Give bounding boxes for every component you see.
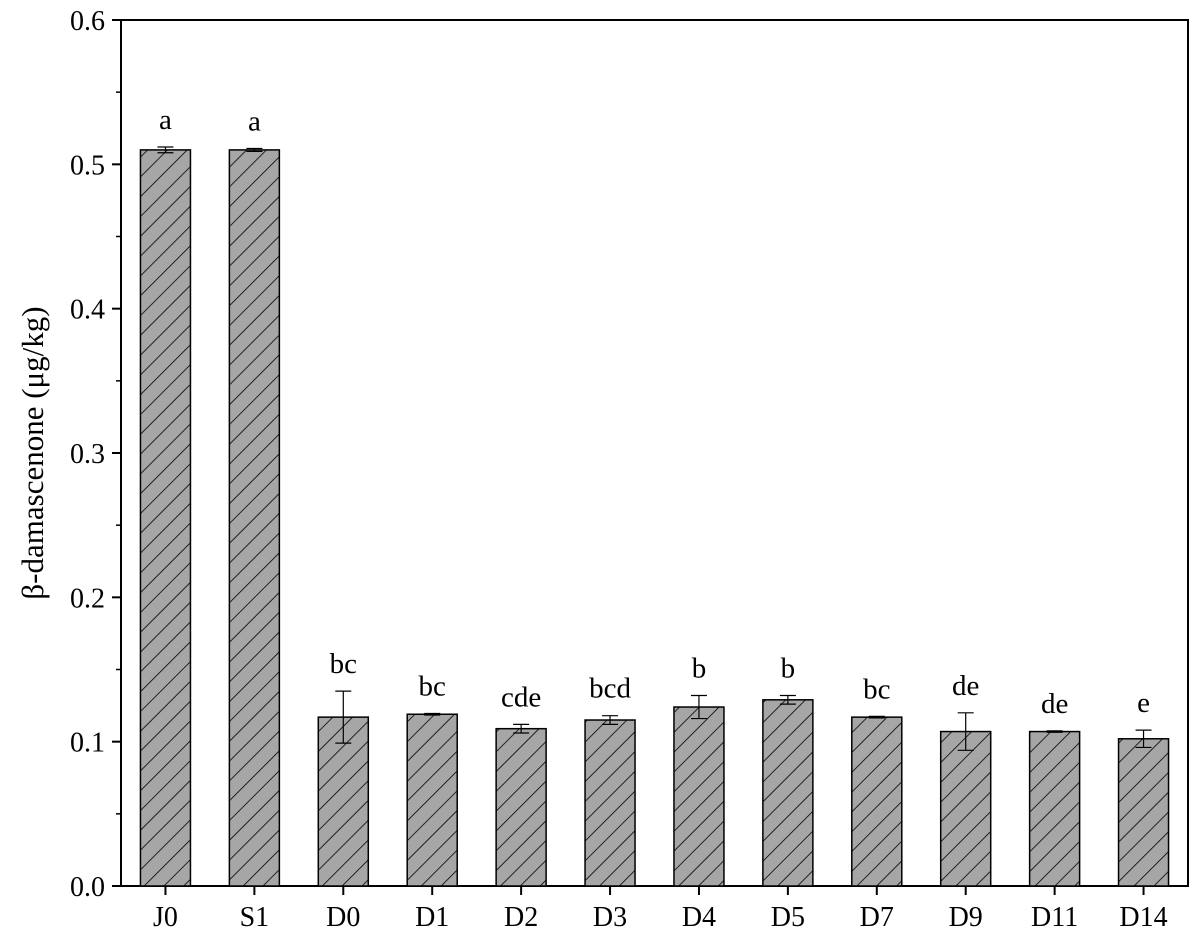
bar-D4 [673,706,725,887]
y-tick-label: 0.3 [70,439,105,470]
plot-frame [120,19,1189,887]
bar-D0 [317,716,370,887]
error-bar-D14 [1135,729,1152,749]
x-tick-label-D5: D5 [771,902,805,933]
significance-letter-D4: b [692,652,707,684]
error-bar-D5 [779,694,796,705]
y-tick-label: 0.5 [70,150,105,181]
x-tick-label-D9: D9 [949,902,983,933]
significance-letter-J0: a [159,104,172,136]
significance-letter-D14: e [1137,687,1150,719]
error-bar-J0 [157,146,174,154]
x-tick-label-D1: D1 [415,902,449,933]
significance-letter-D3: bcd [589,673,631,705]
y-tick-label: 0.0 [70,872,105,903]
bar-D1 [406,713,458,887]
error-bar-D1 [424,712,441,716]
plot-area [120,19,1189,887]
axes-group: J0 S1 D0 D1 D2 D3 D4 D5 D7 D9 D11 D14 0.0 0.1 0.2 0.3 0.… [70,6,1168,933]
y-tick-label: 0.2 [70,583,105,614]
error-bar-D3 [602,715,619,725]
error-bar-D4 [690,694,707,720]
significance-letter-S1: a [248,105,261,137]
error-bar-D2 [513,723,530,734]
error-bar-D9 [957,712,974,751]
x-tick-label-D11: D11 [1031,902,1078,933]
x-tick-label-J0: J0 [153,902,178,933]
x-tick-label-D4: D4 [682,902,716,933]
bar-D3 [584,719,636,887]
bar-S1 [228,149,281,887]
x-tick-label-D3: D3 [593,902,627,933]
x-tick-label-D7: D7 [860,902,894,933]
significance-letters-group: a a bc bc cde bcd b b bc de de e [159,104,1150,720]
significance-letter-D2: cde [501,681,541,713]
significance-letter-D11: de [1041,688,1068,720]
bars-group [139,149,1170,887]
error-bar-D0 [335,690,352,744]
error-bar-D7 [868,715,885,719]
bar-D7 [851,716,903,887]
bar-D2 [495,727,547,887]
y-tick-label: 0.1 [70,728,105,759]
y-axis-title: β-damascenone (μg/kg) [15,306,50,599]
significance-letter-D0: bc [330,648,357,680]
bar-D9 [939,730,992,887]
significance-letter-D5: b [781,652,796,684]
bar-D5 [762,699,814,887]
bar-D11 [1028,730,1081,887]
error-bars-group [157,146,1152,751]
error-bar-S1 [246,147,263,152]
y-tick-label: 0.6 [70,6,105,37]
bar-J0 [139,149,192,887]
significance-letter-D9: de [952,670,979,702]
x-tick-label-D2: D2 [504,902,538,933]
error-bar-D11 [1046,730,1063,733]
x-tick-label-S1: S1 [240,902,270,933]
x-tick-label-D14: D14 [1119,902,1167,933]
significance-letter-D7: bc [863,673,890,705]
significance-letter-D1: bc [419,671,446,703]
bar-D14 [1117,738,1170,887]
y-tick-label: 0.4 [70,295,105,326]
x-tick-label-D0: D0 [326,902,360,933]
